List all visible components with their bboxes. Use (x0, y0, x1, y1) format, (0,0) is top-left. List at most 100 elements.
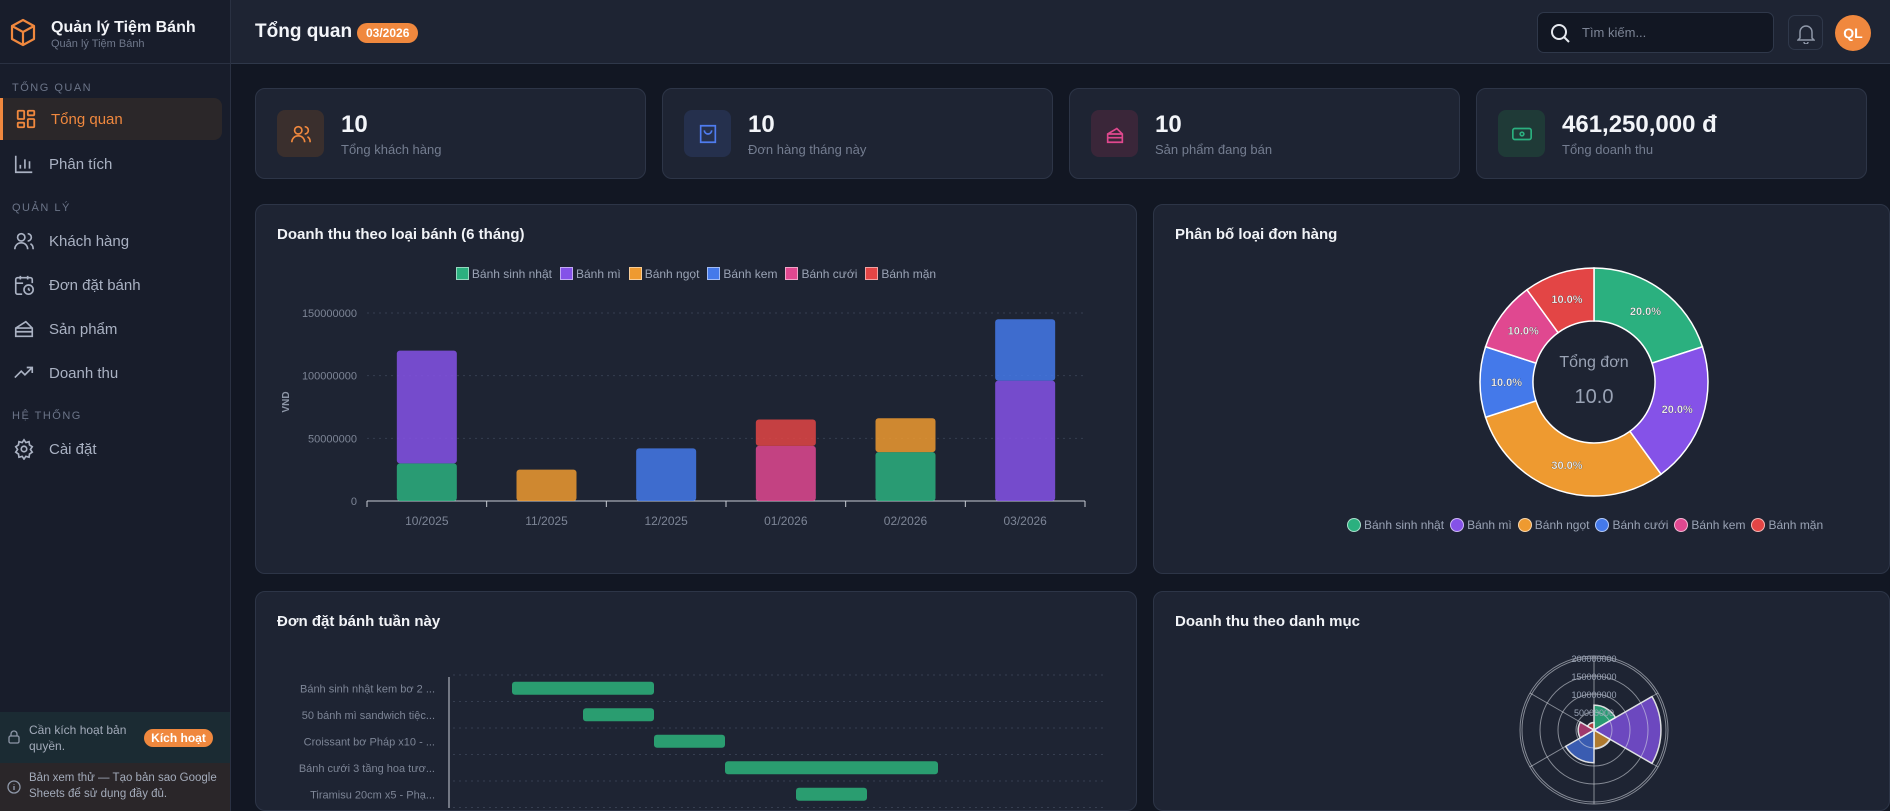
stat-value: 10 (748, 111, 775, 138)
sidebar-item-label: Phân tích (49, 155, 113, 173)
stat-icon-box (684, 110, 731, 157)
stat-icon-box (1091, 110, 1138, 157)
section-label-overview: TỔNG QUAN (12, 82, 93, 94)
legend-label: Bánh ngọt (1534, 518, 1590, 532)
legend-label: Bánh sinh nhật (471, 267, 552, 281)
sidebar-item-overview[interactable]: Tổng quan (0, 98, 222, 140)
section-label-manage: QUẢN LÝ (12, 202, 71, 214)
gear-icon (14, 438, 34, 460)
angle-line (1593, 692, 1659, 731)
polar-slice (1592, 695, 1662, 765)
sidebar-item-label: Khách hàng (49, 232, 130, 250)
legend-label: Bánh ngọt (644, 267, 700, 281)
legend-label: Bánh kem (723, 267, 778, 281)
activate-button[interactable]: Kích hoạt (144, 729, 213, 747)
section-label-system: HỆ THỐNG (12, 410, 82, 422)
r-tick-label: 100000000 (1571, 690, 1616, 700)
stat-label: Đơn hàng tháng này (748, 142, 867, 157)
avatar[interactable]: QL (1835, 15, 1871, 51)
stat-card: 10 Đơn hàng tháng này (662, 88, 1053, 179)
legend-item[interactable]: Bánh sinh nhật (455, 267, 552, 281)
info-icon (7, 780, 21, 794)
y-tick-label: 0 (351, 496, 357, 508)
trending-up-icon (14, 366, 34, 379)
slice-label: 10.0% (1551, 294, 1582, 306)
shopping-bag-icon (699, 124, 716, 143)
legend-item[interactable]: Bánh mặn (865, 267, 936, 281)
license-notice: Cần kích hoạt bản quyền. Kích hoạt (0, 712, 230, 763)
revenue-by-type-card: Doanh thu theo loại bánh (6 tháng) Bánh … (255, 204, 1137, 574)
bar-segment (396, 463, 457, 501)
polar-area-chart: 50000000 100000000 150000000 200000000 (1519, 654, 1669, 805)
legend-label: Bánh kem (1691, 518, 1746, 532)
top-header: Tổng quan 03/2026 Tìm kiếm... QL (231, 0, 1890, 64)
legend-swatch (559, 267, 573, 280)
x-tick-label: 11/2025 (525, 514, 568, 528)
legend-swatch (455, 267, 469, 280)
x-tick-label: 10/2025 (405, 514, 449, 528)
sidebar-item-orders[interactable]: Đơn đặt bánh (0, 264, 222, 306)
y-axis-label: VND (281, 391, 292, 412)
legend-item[interactable]: Bánh ngọt (628, 267, 700, 281)
page-title: Tổng quan (255, 21, 353, 42)
trial-notice: Bản xem thử — Tạo bản sao Google Sheets … (0, 763, 230, 811)
trial-text: Bản xem thử — Tạo bản sao Google Sheets … (29, 772, 217, 800)
legend-item[interactable]: Bánh mì (559, 267, 621, 281)
legend-swatch (865, 267, 879, 280)
legend-swatch (628, 267, 642, 280)
angle-line (1593, 729, 1659, 768)
license-text: Cần kích hoạt bản quyền. (29, 723, 127, 753)
legend-item[interactable]: Bánh mì (1450, 518, 1512, 532)
order-bar (796, 787, 867, 801)
sidebar-item-label: Tổng quan (51, 110, 123, 128)
sidebar-item-label: Đơn đặt bánh (49, 276, 141, 294)
sidebar-item-analytics[interactable]: Phân tích (0, 143, 222, 185)
order-bar (583, 708, 654, 722)
legend-item[interactable]: Bánh kem (1674, 518, 1745, 532)
calendar-clock-icon (14, 275, 34, 295)
chart-title: Đơn đặt bánh tuần này (277, 613, 441, 630)
stat-value: 461,250,000 đ (1562, 111, 1717, 138)
period-badge: 03/2026 (357, 23, 419, 43)
sidebar-item-settings[interactable]: Cài đặt (0, 428, 222, 470)
angle-line (1529, 729, 1595, 768)
bar-segment (755, 419, 816, 446)
x-tick-label: 03/2026 (1003, 514, 1047, 528)
legend-item[interactable]: Bánh sinh nhật (1347, 518, 1444, 532)
x-tick-label: 02/2026 (884, 514, 928, 528)
notifications-button[interactable] (1788, 15, 1823, 50)
chart-legend: Bánh sinh nhật Bánh mì Bánh ngọt Bánh kem Bá… (256, 267, 1136, 281)
y-tick-label: 100000000 (302, 371, 357, 383)
donut-slice (1525, 267, 1595, 334)
legend-label: Bánh mì (1467, 518, 1512, 532)
bar-segment (636, 448, 697, 501)
legend-swatch (1595, 518, 1610, 532)
sidebar-item-revenue[interactable]: Doanh thu (0, 352, 222, 394)
legend-item[interactable]: Bánh kem (707, 267, 777, 281)
stat-label: Tổng khách hàng (341, 142, 442, 157)
bar-segment (875, 418, 936, 453)
chart-legend: Bánh sinh nhật Bánh mì Bánh ngọt Bánh cưới B… (1347, 518, 1823, 532)
row-label: Tiramisu 20cm x5 - Phạ... (310, 789, 435, 801)
search-input[interactable]: Tìm kiếm... (1537, 12, 1774, 53)
legend-item[interactable]: Bánh cưới (785, 267, 857, 281)
r-tick-label: 50000000 (1574, 708, 1614, 718)
search-placeholder: Tìm kiếm... (1582, 25, 1647, 40)
sidebar-item-products[interactable]: Sản phẩm (0, 308, 222, 350)
chart-title: Doanh thu theo danh mục (1175, 613, 1360, 630)
bar-segment (875, 452, 936, 501)
row-label: Croissant bơ Pháp x10 - ... (304, 736, 435, 748)
order-bar (654, 734, 725, 748)
legend-label: Bánh cưới (801, 267, 858, 281)
y-tick-label: 150000000 (302, 308, 357, 320)
bar-chart-icon (14, 155, 33, 174)
legend-swatch (1347, 518, 1361, 532)
legend-item[interactable]: Bánh mặn (1751, 518, 1823, 532)
legend-item[interactable]: Bánh ngọt (1517, 518, 1590, 532)
order-bar (512, 681, 654, 695)
bar-segment (995, 380, 1056, 501)
sidebar-item-customers[interactable]: Khách hàng (0, 220, 222, 262)
legend-item[interactable]: Bánh cưới (1595, 518, 1668, 532)
order-bar (725, 761, 938, 775)
users-icon (14, 232, 34, 250)
